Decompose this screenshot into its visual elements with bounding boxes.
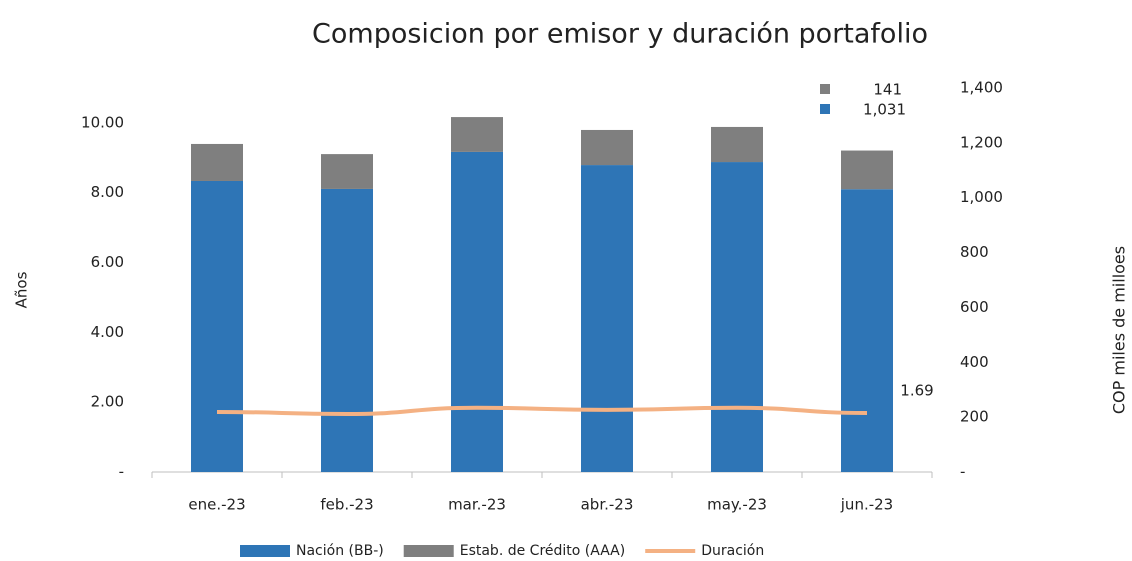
y-tick-label: 8.00: [91, 183, 124, 201]
x-tick-label: abr.-23: [581, 496, 634, 514]
y2-tick-label: 800: [960, 243, 989, 261]
x-tick-label: ene.-23: [188, 496, 245, 514]
bar-segment: [191, 180, 243, 473]
bar-segment: [711, 162, 763, 473]
y-tick-label: 6.00: [91, 253, 124, 271]
data-label: 1,031: [863, 101, 906, 119]
legend-label: Nación (BB-): [296, 543, 384, 559]
y2-tick-label: 1,400: [960, 79, 1003, 97]
label-swatch: [820, 84, 830, 94]
data-label: 141: [873, 81, 902, 99]
x-tick-label: may.-23: [707, 496, 767, 514]
y2-tick-label: 1,200: [960, 133, 1003, 151]
bar-segment: [711, 126, 763, 163]
y2-tick-label: 400: [960, 353, 989, 371]
y2-tick-label: 600: [960, 298, 989, 316]
y-tick-label: 2.00: [91, 393, 124, 411]
legend-label: Duración: [701, 543, 764, 559]
y2-tick-label: -: [960, 463, 965, 481]
y2-tick-label: 1,000: [960, 188, 1003, 206]
label-swatch: [820, 104, 830, 114]
y-axis-label: Años: [13, 271, 31, 308]
legend-label: Estab. de Crédito (AAA): [460, 543, 626, 559]
legend-swatch: [240, 545, 290, 557]
bar-segment: [581, 165, 633, 472]
y2-axis-label: COP miles de milloes: [1110, 246, 1129, 414]
y-tick-label: 10.00: [81, 113, 124, 131]
data-label: 1.69: [900, 382, 933, 400]
y2-tick-label: 200: [960, 408, 989, 426]
x-tick-label: mar.-23: [448, 496, 506, 514]
bar-segment: [841, 150, 893, 190]
bar-segment: [321, 154, 373, 189]
y-tick-label: -: [119, 463, 124, 481]
x-tick-label: feb.-23: [320, 496, 373, 514]
bar-segment: [581, 129, 633, 166]
bar-segment: [451, 151, 503, 472]
bar-segment: [841, 189, 893, 472]
line: [216, 405, 868, 417]
bar-segment: [191, 143, 243, 181]
legend-swatch: [403, 545, 454, 557]
bar-segment: [451, 117, 503, 152]
chart-title: Composicion por emisor y duración portaf…: [312, 19, 928, 50]
bar-segment: [321, 188, 373, 473]
x-tick-label: jun.-23: [840, 496, 893, 514]
y-tick-label: 4.00: [91, 323, 124, 341]
